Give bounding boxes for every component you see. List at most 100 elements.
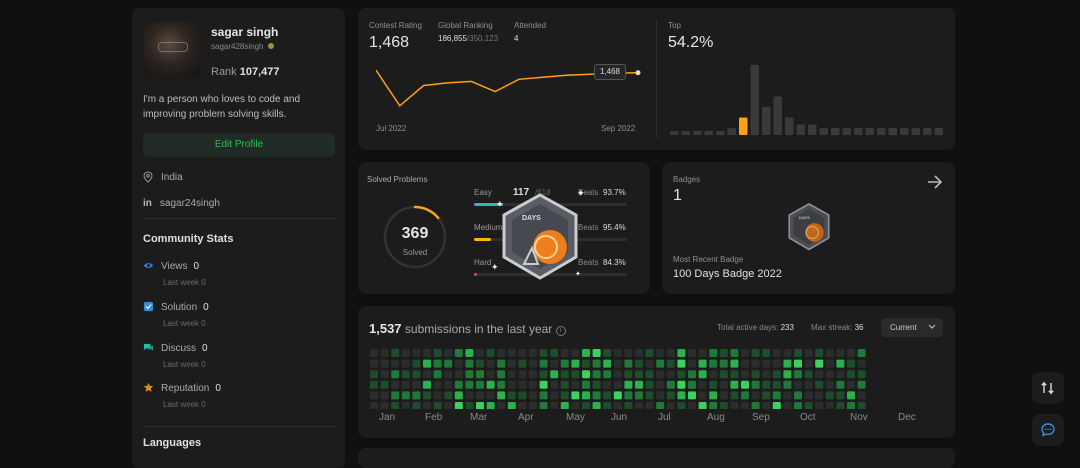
- heatmap-cell[interactable]: [645, 349, 654, 357]
- heatmap-cell[interactable]: [635, 380, 643, 389]
- heatmap-cell[interactable]: [486, 380, 495, 389]
- heatmap-cell[interactable]: [804, 370, 813, 379]
- heatmap-cell[interactable]: [666, 370, 675, 379]
- heatmap-cell[interactable]: [751, 391, 760, 400]
- heatmap-cell[interactable]: [772, 402, 781, 409]
- heatmap-cell[interactable]: [762, 359, 771, 368]
- heatmap-cell[interactable]: [762, 391, 771, 400]
- heatmap-cell[interactable]: [783, 359, 792, 368]
- heatmap-cell[interactable]: [560, 359, 569, 368]
- heatmap-cell[interactable]: [529, 402, 537, 409]
- heatmap-cell[interactable]: [857, 349, 866, 357]
- heatmap-cell[interactable]: [560, 370, 569, 379]
- heatmap-cell[interactable]: [592, 391, 601, 400]
- heatmap-cell[interactable]: [804, 349, 813, 357]
- heatmap-cell[interactable]: [497, 391, 506, 400]
- heatmap-cell[interactable]: [847, 391, 855, 400]
- heatmap-cell[interactable]: [751, 370, 760, 379]
- heatmap-cell[interactable]: [804, 391, 813, 400]
- heatmap-cell[interactable]: [560, 349, 569, 357]
- heatmap-cell[interactable]: [741, 370, 749, 379]
- heatmap-cell[interactable]: [550, 391, 559, 400]
- heatmap-cell[interactable]: [391, 402, 400, 409]
- heatmap-cell[interactable]: [624, 349, 633, 357]
- heatmap-cell[interactable]: [666, 380, 675, 389]
- heatmap-cell[interactable]: [624, 359, 633, 368]
- heatmap-cell[interactable]: [762, 380, 771, 389]
- heatmap-cell[interactable]: [741, 391, 749, 400]
- heatmap-cell[interactable]: [677, 402, 686, 409]
- heatmap-cell[interactable]: [751, 359, 760, 368]
- heatmap-cell[interactable]: [656, 391, 665, 400]
- heatmap-cell[interactable]: [857, 359, 866, 368]
- heatmap-cell[interactable]: [433, 402, 442, 409]
- heatmap-cell[interactable]: [794, 402, 802, 409]
- heatmap-cell[interactable]: [476, 391, 484, 400]
- heatmap-cell[interactable]: [857, 380, 866, 389]
- heatmap-cell[interactable]: [571, 380, 580, 389]
- heatmap-cell[interactable]: [423, 402, 431, 409]
- avatar[interactable]: [144, 22, 200, 78]
- heatmap-cell[interactable]: [550, 380, 559, 389]
- heatmap-cell[interactable]: [380, 370, 389, 379]
- heatmap-cell[interactable]: [412, 380, 421, 389]
- heatmap-cell[interactable]: [719, 370, 728, 379]
- heatmap-cell[interactable]: [624, 391, 633, 400]
- heatmap-cell[interactable]: [444, 391, 453, 400]
- heatmap-cell[interactable]: [857, 402, 866, 409]
- heatmap-cell[interactable]: [582, 359, 590, 368]
- heatmap-cell[interactable]: [741, 380, 749, 389]
- heatmap-cell[interactable]: [391, 349, 400, 357]
- heatmap-cell[interactable]: [635, 370, 643, 379]
- heatmap-cell[interactable]: [518, 370, 527, 379]
- heatmap-cell[interactable]: [794, 349, 802, 357]
- heatmap-cell[interactable]: [804, 380, 813, 389]
- heatmap-cell[interactable]: [698, 370, 707, 379]
- heatmap-cell[interactable]: [825, 391, 834, 400]
- arrow-right-icon[interactable]: [926, 174, 944, 190]
- heatmap-cell[interactable]: [624, 380, 633, 389]
- heatmap-cell[interactable]: [476, 349, 484, 357]
- heatmap-cell[interactable]: [592, 402, 601, 409]
- heatmap-cell[interactable]: [603, 349, 612, 357]
- heatmap-cell[interactable]: [454, 380, 463, 389]
- heatmap-cell[interactable]: [709, 402, 718, 409]
- heatmap-cell[interactable]: [571, 359, 580, 368]
- heatmap-cell[interactable]: [847, 349, 855, 357]
- year-select[interactable]: Current: [881, 318, 943, 337]
- heatmap-cell[interactable]: [772, 370, 781, 379]
- heatmap-cell[interactable]: [741, 349, 749, 357]
- heatmap-cell[interactable]: [476, 359, 484, 368]
- heatmap-cell[interactable]: [688, 391, 696, 400]
- heatmap-cell[interactable]: [539, 359, 548, 368]
- heatmap-cell[interactable]: [836, 359, 845, 368]
- heatmap-cell[interactable]: [401, 349, 410, 357]
- heatmap-cell[interactable]: [825, 402, 834, 409]
- heatmap-cell[interactable]: [603, 359, 612, 368]
- heatmap-cell[interactable]: [730, 349, 739, 357]
- heatmap-cell[interactable]: [645, 370, 654, 379]
- heatmap-cell[interactable]: [825, 380, 834, 389]
- heatmap-cell[interactable]: [370, 359, 378, 368]
- heatmap-cell[interactable]: [783, 402, 792, 409]
- heatmap-cell[interactable]: [486, 370, 495, 379]
- heatmap-cell[interactable]: [698, 359, 707, 368]
- heatmap-cell[interactable]: [709, 380, 718, 389]
- heatmap-cell[interactable]: [719, 391, 728, 400]
- heatmap-cell[interactable]: [815, 359, 824, 368]
- heatmap-cell[interactable]: [518, 359, 527, 368]
- heatmap-cell[interactable]: [518, 391, 527, 400]
- heatmap-cell[interactable]: [444, 380, 453, 389]
- heatmap-cell[interactable]: [412, 370, 421, 379]
- heatmap-cell[interactable]: [762, 370, 771, 379]
- heatmap-cell[interactable]: [677, 370, 686, 379]
- heatmap-cell[interactable]: [518, 402, 527, 409]
- heatmap-cell[interactable]: [476, 370, 484, 379]
- heatmap-cell[interactable]: [666, 391, 675, 400]
- heatmap-cell[interactable]: [401, 370, 410, 379]
- heatmap-cell[interactable]: [391, 380, 400, 389]
- heatmap-cell[interactable]: [550, 370, 559, 379]
- heatmap-cell[interactable]: [836, 391, 845, 400]
- heatmap-cell[interactable]: [783, 370, 792, 379]
- heatmap-cell[interactable]: [582, 349, 590, 357]
